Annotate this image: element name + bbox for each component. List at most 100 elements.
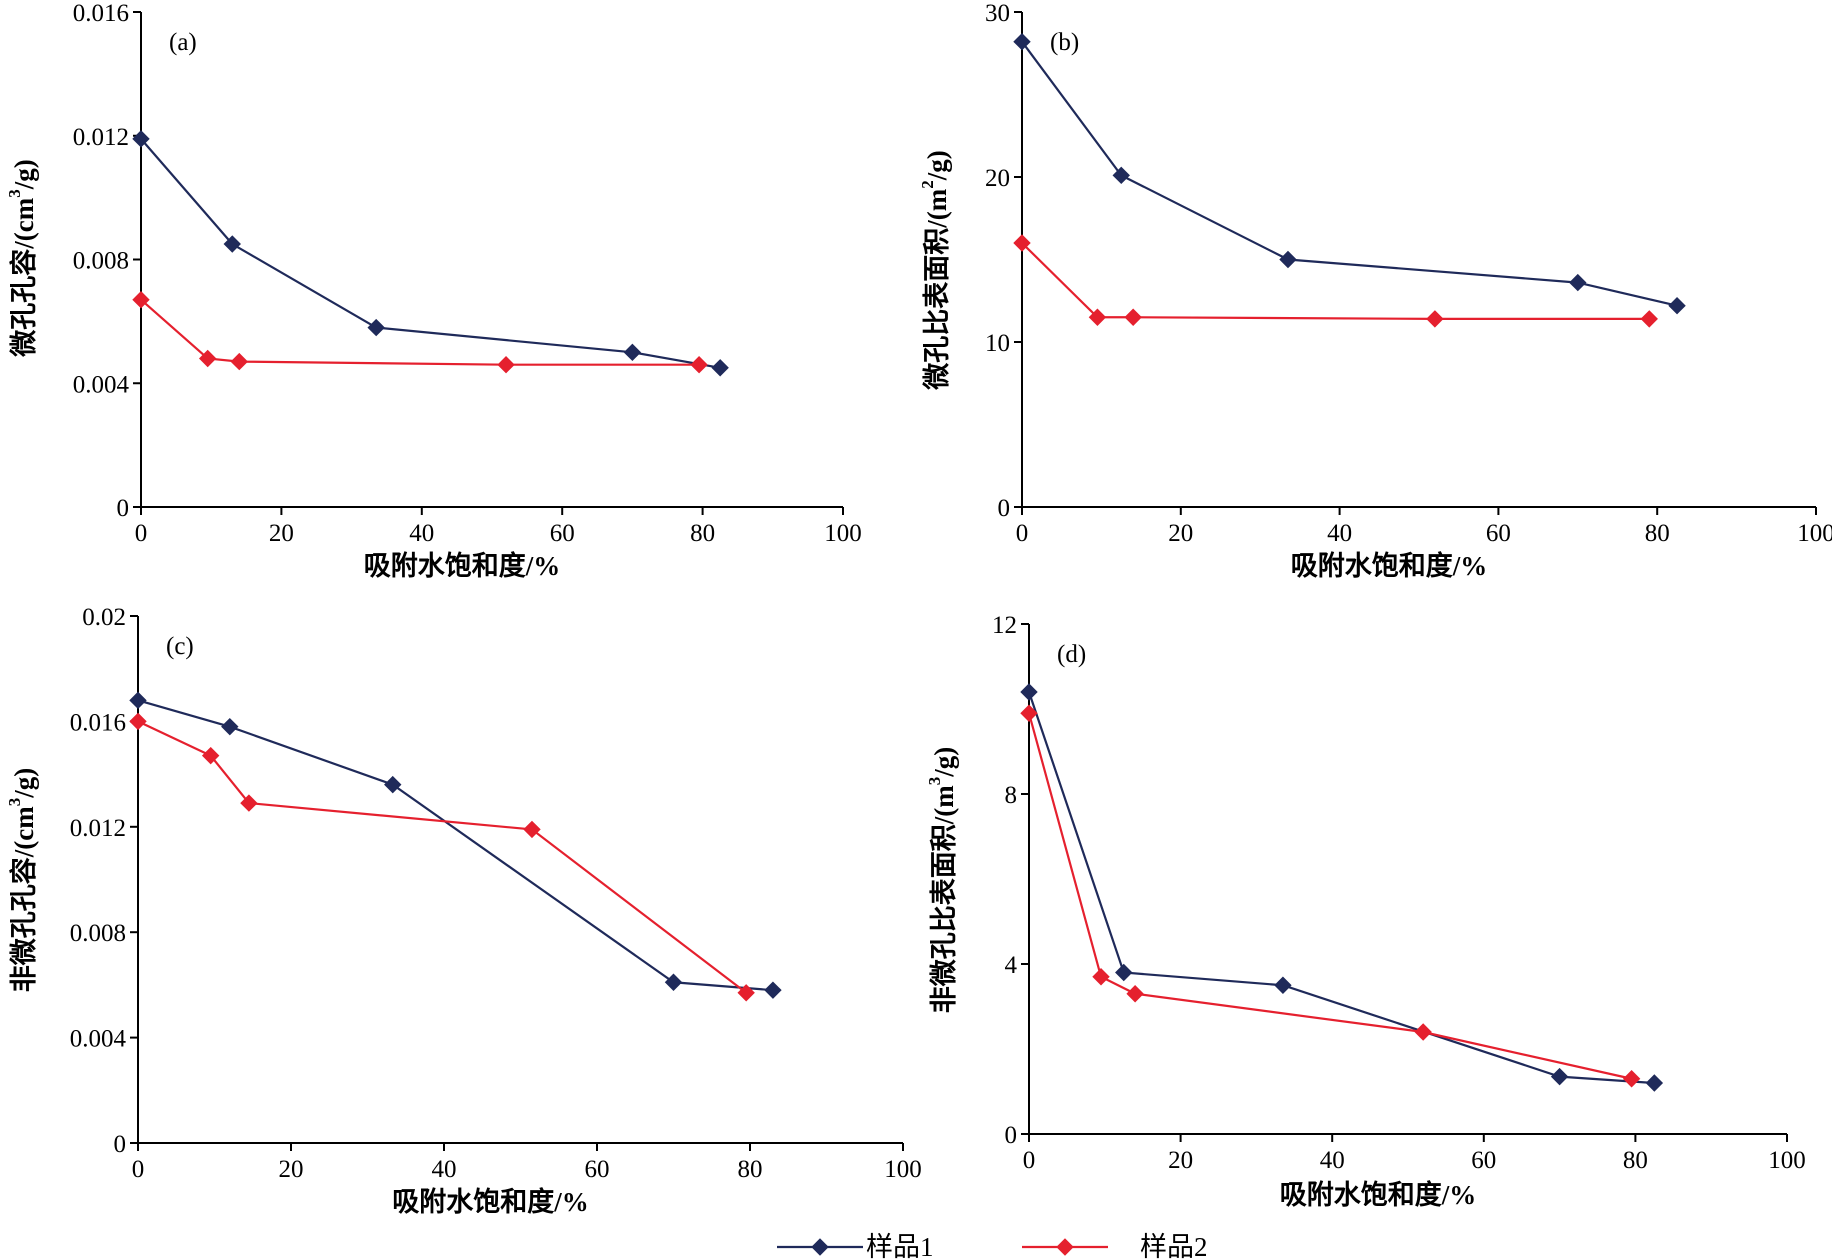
data-point-series-2 — [1640, 310, 1658, 328]
series-line-1 — [137, 699, 774, 992]
x-tick-label: 80 — [738, 1156, 763, 1183]
y-axis-label: 非微孔孔容/(cm3/g) — [5, 768, 39, 992]
legend-marker-1 — [811, 1238, 829, 1256]
x-tick-label: 80 — [690, 520, 715, 547]
data-point-series-2 — [198, 349, 217, 368]
x-axis-label: 吸附水饱和度/% — [1291, 550, 1488, 581]
x-tick-label: 100 — [824, 520, 862, 547]
x-tick-label: 20 — [1168, 520, 1193, 547]
legend-label-2: 样品2 — [1140, 1232, 1208, 1259]
data-point-series-2 — [1020, 704, 1038, 722]
x-tick-label: 40 — [432, 1156, 457, 1183]
y-tick-label: 0.016 — [70, 709, 126, 736]
series-line-2 — [137, 720, 747, 994]
legend: 样品1 样品2 — [777, 1232, 1208, 1259]
x-tick-label: 100 — [884, 1156, 922, 1183]
legend-label-1: 样品1 — [866, 1232, 934, 1259]
y-tick-label: 20 — [985, 165, 1010, 192]
x-tick-label: 20 — [269, 520, 294, 547]
data-point-series-2 — [1622, 1070, 1641, 1088]
data-point-series-1 — [367, 318, 385, 337]
data-point-series-1 — [1569, 273, 1587, 292]
y-tick-label: 0.004 — [73, 371, 130, 398]
series-line-1 — [1027, 691, 1655, 1085]
data-point-series-2 — [690, 355, 708, 374]
legend-marker-2 — [1056, 1238, 1074, 1256]
panel-label: (a) — [169, 29, 197, 56]
y-tick-label: 12 — [992, 612, 1017, 639]
data-point-series-2 — [230, 352, 248, 371]
y-tick-label: 0.012 — [70, 815, 126, 842]
data-point-series-2 — [1088, 308, 1107, 326]
series-line-2 — [1027, 712, 1632, 1080]
chart-panel-1: 0 10 20 30 0 20 40 60 80 100 (b) 吸附水饱和度/% 微孔比表面积/(m2… — [918, 0, 1832, 581]
x-tick-label: 0 — [1023, 1147, 1036, 1174]
data-point-series-1 — [1279, 250, 1297, 269]
chart-panel-2: 0 0.004 0.008 0.012 0.016 0.02 0 20 40 60 80 100 (c)… — [5, 604, 922, 1217]
x-tick-label: 0 — [1016, 520, 1029, 547]
data-point-series-2 — [240, 794, 258, 812]
data-point-series-1 — [1645, 1074, 1664, 1092]
y-tick-label: 0 — [117, 495, 130, 522]
data-point-series-1 — [223, 235, 241, 253]
data-point-series-2 — [1126, 985, 1144, 1003]
x-tick-label: 100 — [1768, 1147, 1806, 1174]
x-tick-label: 80 — [1645, 520, 1670, 547]
data-point-series-1 — [664, 973, 683, 991]
data-point-series-1 — [1274, 976, 1292, 994]
x-tick-label: 100 — [1797, 520, 1832, 547]
data-point-series-1 — [764, 981, 782, 999]
data-point-series-2 — [129, 712, 147, 731]
panel-label: (c) — [166, 633, 194, 660]
y-tick-label: 0.004 — [70, 1026, 127, 1053]
y-tick-label: 0 — [114, 1131, 127, 1158]
y-tick-label: 0.008 — [73, 248, 129, 275]
x-tick-label: 60 — [585, 1156, 610, 1183]
chart-panel-3: 0 4 8 12 0 20 40 60 80 100 (d) 吸附水饱和度/% 非微孔比表面积/(m3/… — [925, 612, 1806, 1210]
x-tick-label: 60 — [1471, 1147, 1496, 1174]
x-tick-label: 20 — [279, 1156, 304, 1183]
x-tick-label: 0 — [135, 520, 148, 547]
y-tick-label: 8 — [1005, 782, 1018, 809]
y-tick-label: 30 — [985, 0, 1010, 27]
data-point-series-1 — [221, 717, 239, 736]
y-tick-label: 0.008 — [70, 920, 126, 947]
data-point-series-1 — [384, 775, 402, 794]
data-point-series-1 — [1550, 1067, 1569, 1086]
data-point-series-2 — [1414, 1023, 1432, 1041]
x-tick-label: 0 — [132, 1156, 145, 1183]
data-point-series-2 — [497, 355, 515, 374]
x-tick-label: 60 — [1486, 520, 1511, 547]
y-tick-label: 0.02 — [82, 604, 126, 631]
data-point-series-1 — [1668, 296, 1686, 315]
data-point-series-2 — [132, 291, 150, 309]
y-tick-label: 0 — [998, 495, 1011, 522]
data-point-series-2 — [201, 746, 220, 765]
data-point-series-1 — [1112, 166, 1130, 185]
series-line-1 — [140, 138, 721, 369]
y-axis-label: 微孔比表面积/(m2/g) — [918, 150, 952, 390]
y-tick-label: 0.012 — [73, 124, 129, 151]
x-tick-label: 80 — [1623, 1147, 1648, 1174]
y-tick-label: 0.016 — [73, 0, 129, 27]
y-tick-label: 0 — [1005, 1122, 1018, 1149]
data-point-series-2 — [737, 984, 755, 1002]
data-point-series-1 — [129, 691, 147, 710]
data-point-series-1 — [1020, 683, 1038, 701]
data-point-series-2 — [1092, 968, 1110, 986]
y-tick-label: 10 — [985, 330, 1010, 357]
panel-label: (b) — [1050, 29, 1079, 56]
data-point-series-2 — [523, 820, 541, 839]
data-point-series-2 — [1426, 310, 1444, 328]
panel-label: (d) — [1057, 641, 1086, 668]
x-axis-label: 吸附水饱和度/% — [1280, 1179, 1477, 1210]
x-tick-label: 40 — [409, 520, 434, 547]
x-axis-label: 吸附水饱和度/% — [364, 550, 561, 581]
chart-panel-0: 0 0.004 0.008 0.012 0.016 0 20 40 60 80 100 (a) 吸附水饱… — [5, 0, 862, 581]
data-point-series-2 — [1124, 308, 1142, 326]
x-tick-label: 20 — [1168, 1147, 1193, 1174]
data-point-series-1 — [1013, 32, 1031, 51]
data-point-series-1 — [711, 359, 729, 377]
